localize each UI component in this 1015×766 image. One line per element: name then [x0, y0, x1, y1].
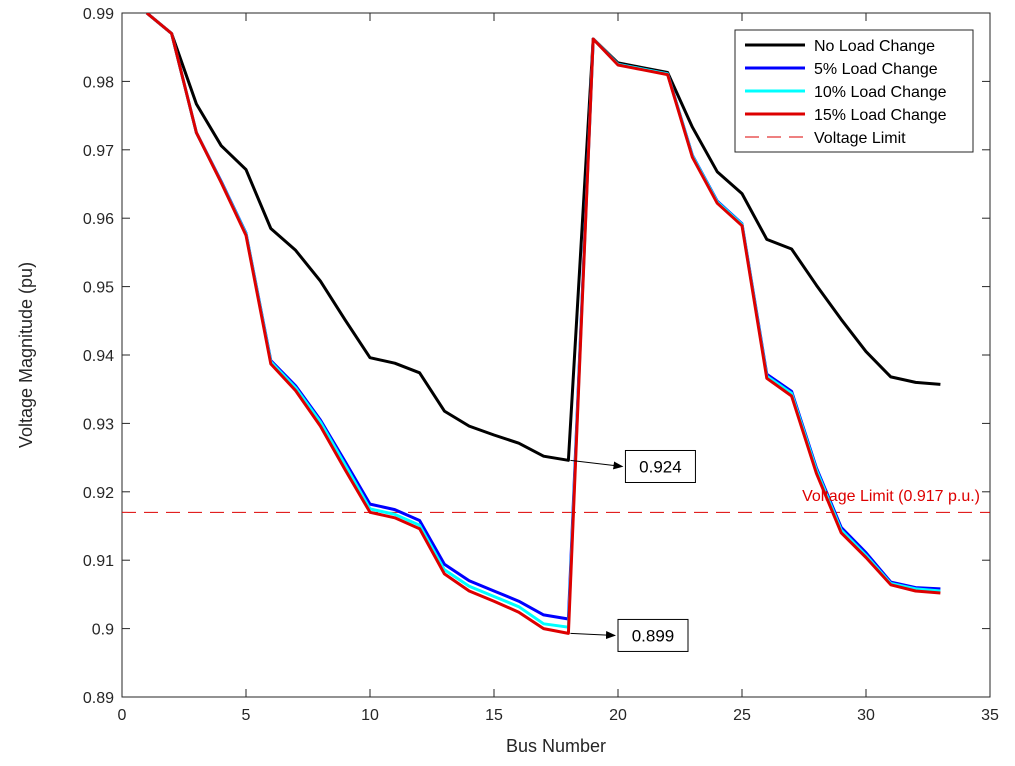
legend-label: Voltage Limit [814, 130, 906, 147]
series-line-no-load-change [145, 13, 941, 462]
legend-label: 10% Load Change [814, 84, 947, 101]
y-tick-label: 0.93 [83, 416, 114, 433]
axis-ticks: 0 5 10 15 20 25 30 35 0.89 0.9 0.91 0.92 0.93 0.94 0.9… [83, 6, 999, 724]
x-tick-label: 15 [485, 707, 503, 724]
y-tick-label: 0.98 [83, 74, 114, 91]
x-axis-label: Bus Number [506, 736, 606, 756]
y-tick-label: 0.99 [83, 6, 114, 23]
series-layer [122, 13, 990, 635]
y-tick-label: 0.95 [83, 280, 114, 297]
legend-label: No Load Change [814, 38, 935, 55]
x-tick-label: 25 [733, 707, 751, 724]
x-tick-label: 10 [361, 707, 379, 724]
series-line-15pct-load-change [145, 13, 941, 635]
y-tick-label: 0.94 [83, 348, 114, 365]
annotation-box [624, 449, 696, 483]
y-tick-label: 0.92 [83, 485, 114, 502]
x-tick-label: 5 [242, 707, 251, 724]
x-tick-label: 20 [609, 707, 627, 724]
legend: No Load Change 5% Load Change 10% Load Cha… [734, 29, 974, 153]
y-tick-label: 0.97 [83, 143, 114, 160]
annotation-arrow [570, 459, 624, 470]
y-tick-label: 0.91 [83, 553, 114, 570]
y-tick-label: 0.89 [83, 690, 114, 707]
annotation-arrow [570, 631, 616, 640]
reference-line-label: Voltage Limit (0.917 p.u.) [802, 488, 980, 505]
y-tick-label: 0.96 [83, 211, 114, 228]
x-tick-label: 0 [118, 707, 127, 724]
y-tick-label: 0.9 [92, 622, 114, 639]
annotation-box [617, 618, 689, 652]
annotations: 0.924 0.899 [570, 449, 696, 652]
y-axis-label: Voltage Magnitude (pu) [16, 262, 36, 448]
annotation-label: 0.899 [632, 626, 675, 645]
x-tick-label: 30 [857, 707, 875, 724]
annotation-label: 0.924 [639, 457, 682, 476]
legend-label: 5% Load Change [814, 61, 938, 78]
legend-label: 15% Load Change [814, 107, 947, 124]
x-tick-label: 35 [981, 707, 999, 724]
